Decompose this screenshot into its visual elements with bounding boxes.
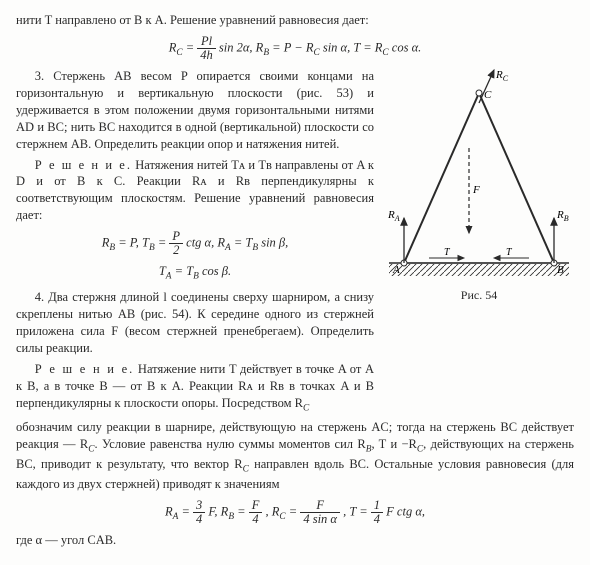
fig-label-t1: T [444,247,451,258]
fig-label-f: F [472,184,480,196]
fig-label-rc: RC [495,69,509,83]
closing-line: где α — угол CAB. [16,532,574,549]
intro-line: нити T направлено от B к A. Решение урав… [16,12,574,29]
equation-2-line2: TA = TB cos β. [16,263,374,283]
figure-54: A B C RA RB RC F T T Рис. 54 [384,68,574,303]
fig-label-ra: RA [387,209,400,223]
fig-label-b: B [557,264,564,276]
problem-4: 4. Два стержня длиной l соединены сверху… [16,289,374,357]
equation-3: RA = 34 F, RB = F4 , RC = F4 sin α , T =… [16,499,574,526]
solution-4b: обозначим силу реакции в шарнире, действ… [16,419,574,493]
solution-4a: Р е ш е н и е. Натяжение нити T действуе… [16,361,374,415]
fig-label-a: A [392,264,400,276]
problem-3: 3. Стержень AB весом P опирается своими … [16,68,374,152]
solution-3: Р е ш е н и е. Натяжения нитей Tᴀ и Tв н… [16,157,374,225]
equation-1: RC = Pl4h sin 2α, RB = P − RC sin α, T =… [16,35,574,62]
fig-label-c: C [484,89,492,101]
fig-label-rb: RB [556,209,569,223]
figure-caption: Рис. 54 [384,287,574,303]
equation-2-line1: RB = P, TB = P2 ctg α, RA = TB sin β, [16,230,374,257]
fig-label-t2: T [506,247,513,258]
